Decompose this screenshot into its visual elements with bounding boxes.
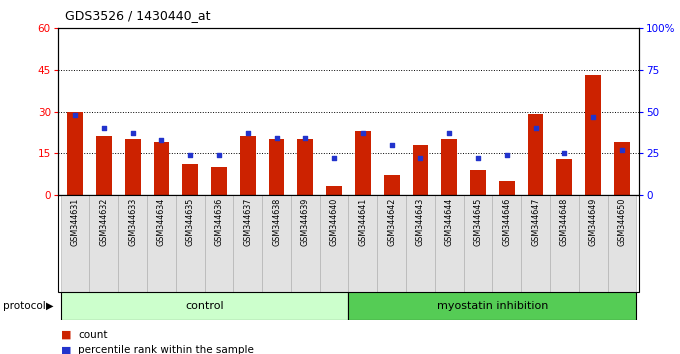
Text: GSM344648: GSM344648	[560, 198, 569, 246]
Bar	[182, 164, 198, 195]
Text: control: control	[185, 301, 224, 311]
FancyBboxPatch shape	[550, 195, 579, 292]
Point	[185, 152, 196, 158]
Text: GSM344633: GSM344633	[128, 198, 137, 246]
FancyBboxPatch shape	[579, 195, 607, 292]
Text: GSM344645: GSM344645	[473, 198, 483, 246]
Point	[473, 155, 483, 161]
Bar	[96, 137, 112, 195]
Bar	[585, 75, 601, 195]
Text: GSM344637: GSM344637	[243, 198, 252, 246]
FancyBboxPatch shape	[147, 195, 176, 292]
Text: protocol: protocol	[3, 301, 46, 311]
Bar	[470, 170, 486, 195]
Bar	[499, 181, 515, 195]
FancyBboxPatch shape	[348, 292, 636, 320]
Bar	[67, 112, 83, 195]
Bar	[326, 186, 342, 195]
Text: GSM344649: GSM344649	[589, 198, 598, 246]
Text: count: count	[78, 330, 107, 339]
Point	[242, 130, 253, 136]
Text: GDS3526 / 1430440_at: GDS3526 / 1430440_at	[65, 9, 210, 22]
Bar	[297, 139, 313, 195]
Point	[300, 135, 311, 141]
Bar	[124, 139, 141, 195]
Text: ■: ■	[61, 346, 71, 354]
Bar	[441, 139, 457, 195]
Point	[358, 130, 369, 136]
Text: GSM344634: GSM344634	[157, 198, 166, 246]
Text: GSM344642: GSM344642	[387, 198, 396, 246]
Point	[127, 130, 138, 136]
Text: GSM344644: GSM344644	[445, 198, 454, 246]
FancyBboxPatch shape	[90, 195, 118, 292]
FancyBboxPatch shape	[61, 292, 348, 320]
Text: GSM344643: GSM344643	[416, 198, 425, 246]
Point	[415, 155, 426, 161]
Bar	[240, 137, 256, 195]
Point	[617, 147, 628, 153]
FancyBboxPatch shape	[521, 195, 550, 292]
Text: GSM344635: GSM344635	[186, 198, 194, 246]
Point	[69, 112, 80, 118]
Bar	[384, 175, 400, 195]
FancyBboxPatch shape	[320, 195, 348, 292]
FancyBboxPatch shape	[348, 195, 377, 292]
Text: GSM344632: GSM344632	[99, 198, 108, 246]
FancyBboxPatch shape	[607, 195, 636, 292]
FancyBboxPatch shape	[118, 195, 147, 292]
FancyBboxPatch shape	[377, 195, 406, 292]
Bar	[211, 167, 227, 195]
Bar	[269, 139, 284, 195]
FancyBboxPatch shape	[492, 195, 521, 292]
FancyBboxPatch shape	[291, 195, 320, 292]
Bar	[614, 142, 630, 195]
Text: GSM344640: GSM344640	[330, 198, 339, 246]
Point	[99, 125, 109, 131]
Point	[271, 135, 282, 141]
FancyBboxPatch shape	[262, 195, 291, 292]
FancyBboxPatch shape	[406, 195, 435, 292]
Text: ▶: ▶	[46, 301, 54, 311]
Point	[328, 155, 339, 161]
Text: GSM344641: GSM344641	[358, 198, 367, 246]
Point	[501, 152, 512, 158]
Text: GSM344638: GSM344638	[272, 198, 281, 246]
FancyBboxPatch shape	[176, 195, 205, 292]
Point	[156, 137, 167, 143]
Text: GSM344647: GSM344647	[531, 198, 540, 246]
Bar	[528, 114, 543, 195]
Bar	[355, 131, 371, 195]
FancyBboxPatch shape	[61, 195, 90, 292]
FancyBboxPatch shape	[464, 195, 492, 292]
Text: myostatin inhibition: myostatin inhibition	[437, 301, 548, 311]
Point	[444, 130, 455, 136]
FancyBboxPatch shape	[435, 195, 464, 292]
Point	[588, 114, 598, 119]
Text: GSM344646: GSM344646	[503, 198, 511, 246]
Text: percentile rank within the sample: percentile rank within the sample	[78, 346, 254, 354]
Bar	[413, 145, 428, 195]
FancyBboxPatch shape	[205, 195, 233, 292]
Bar	[556, 159, 573, 195]
Bar	[154, 142, 169, 195]
Point	[214, 152, 224, 158]
Point	[530, 125, 541, 131]
FancyBboxPatch shape	[233, 195, 262, 292]
Point	[386, 142, 397, 148]
Text: ■: ■	[61, 330, 71, 339]
Text: GSM344639: GSM344639	[301, 198, 310, 246]
Text: GSM344636: GSM344636	[214, 198, 224, 246]
Text: GSM344650: GSM344650	[617, 198, 626, 246]
Text: GSM344631: GSM344631	[71, 198, 80, 246]
Point	[559, 150, 570, 156]
